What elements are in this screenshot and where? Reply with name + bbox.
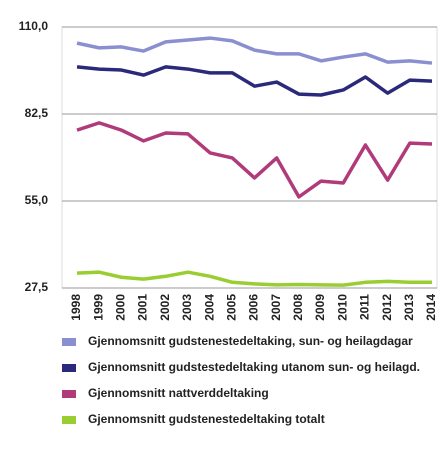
legend-swatch: [62, 338, 76, 346]
legend-label: Gjennomsnitt nattverddeltaking: [88, 386, 269, 400]
y-tick-label: 110,0: [19, 19, 49, 33]
x-tick-label: 2003: [180, 294, 194, 321]
series-line: [76, 36, 433, 65]
legend-swatch: [62, 364, 76, 372]
y-tick-label: 55,0: [25, 193, 49, 207]
x-tick-label: 1999: [91, 294, 105, 321]
x-tick-label: 2004: [202, 294, 216, 321]
x-tick-label: 2009: [313, 294, 327, 321]
legend-swatch: [62, 416, 76, 424]
plot-frame: [61, 26, 438, 289]
legend-swatch: [62, 390, 76, 398]
x-tick-label: 2007: [269, 294, 283, 321]
series-line: [76, 65, 433, 97]
x-tick-label: 2005: [224, 294, 238, 321]
x-tick-label: 1998: [69, 294, 83, 321]
x-tick-label: 2002: [158, 294, 172, 321]
x-tick-label: 2014: [424, 294, 438, 321]
x-tick-label: 2013: [402, 294, 416, 321]
legend-label: Gjennomsnitt gudstestedeltaking utanom s…: [88, 360, 420, 374]
x-tick-label: 2001: [136, 294, 150, 321]
x-tick-label: 2011: [358, 294, 372, 320]
x-tick-label: 2000: [114, 294, 128, 321]
y-tick-label: 27,5: [25, 280, 49, 294]
series-line: [76, 270, 432, 287]
legend-label: Gjennomsnitt gudstenestedeltaking totalt: [88, 412, 325, 426]
y-tick-label: 82,5: [25, 106, 49, 120]
x-tick-label: 2012: [380, 294, 394, 321]
series-line: [76, 121, 433, 199]
legend-label: Gjennomsnitt gudstenestedeltaking, sun- …: [88, 334, 413, 348]
x-tick-label: 2006: [247, 294, 261, 321]
x-tick-label: 2010: [335, 294, 349, 321]
x-tick-label: 2008: [291, 294, 305, 321]
